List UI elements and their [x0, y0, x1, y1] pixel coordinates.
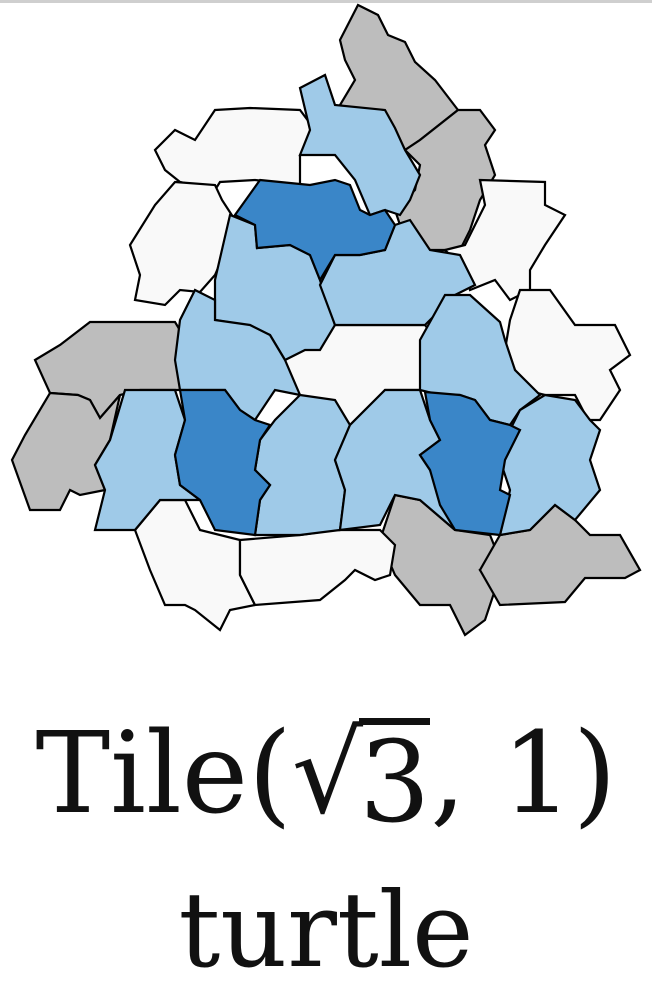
caption-title: Tile( √ 3 , 1) [0, 718, 652, 839]
tile-white-top-left [153, 106, 317, 192]
sqrt-expression: √ 3 [292, 718, 431, 839]
tiling-figure [10, 3, 642, 637]
caption-subtitle: turtle [178, 869, 474, 991]
top-border [0, 0, 652, 3]
sqrt-symbol: √ [291, 709, 364, 839]
tile-darkblue-right [418, 390, 522, 537]
tile-white-left-upper [128, 180, 237, 307]
tile-white-bottom-middle [238, 528, 397, 607]
tile-darkblue-top [233, 178, 397, 283]
title-suffix: , 1) [430, 709, 617, 839]
tile-white-right-upper [442, 178, 567, 302]
tile-white-bottom-left [133, 498, 257, 632]
tile-lightblue-left-middle [173, 288, 302, 422]
tiling-svg [10, 3, 642, 637]
tile-lightblue-top [298, 73, 422, 217]
sqrt-radicand: 3 [359, 718, 431, 848]
tile-darkblue-left [173, 388, 272, 537]
title-prefix: Tile( [35, 709, 292, 839]
